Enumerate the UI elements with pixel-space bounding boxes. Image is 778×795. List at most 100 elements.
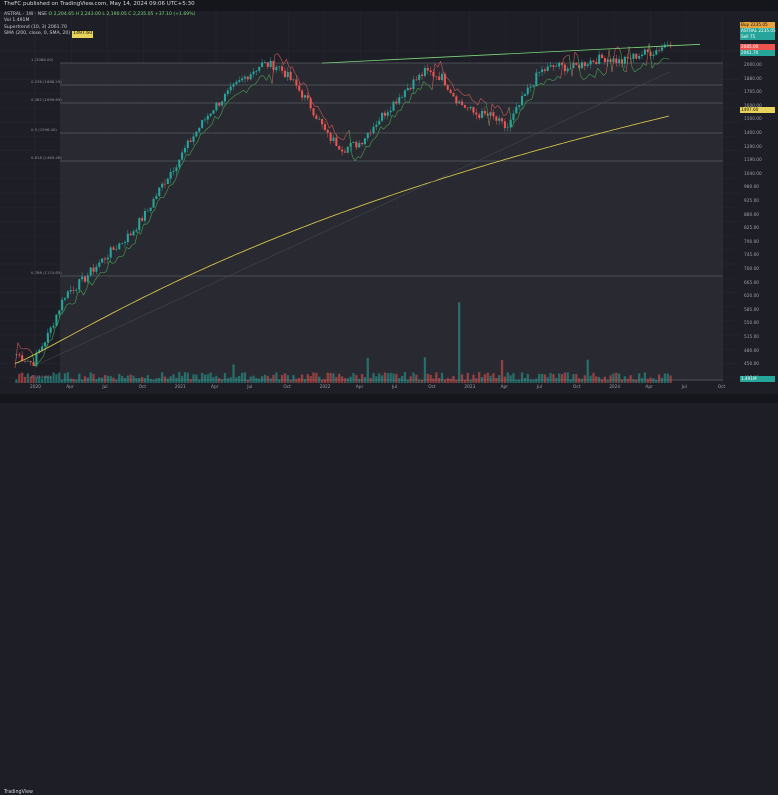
volume-bar [667, 374, 669, 383]
volume-bar [267, 376, 269, 383]
volume-bar [258, 379, 260, 383]
candle-body [332, 138, 334, 141]
volume-bar [198, 380, 200, 383]
time-tick-label: Jul [247, 385, 252, 390]
ohlc-values: O 2,204.65 H 2,243.00 L 2,190.05 C 2,235… [49, 12, 196, 17]
fib-label: 0.5 (1596.40) [31, 127, 57, 132]
volume-bar [250, 377, 252, 383]
volume-bar [564, 373, 566, 383]
candle-body [178, 160, 180, 168]
price-tick-label: 980.00 [744, 185, 759, 190]
candle-body [138, 218, 140, 230]
candle-body [107, 258, 109, 260]
price-tick-label: 700.00 [744, 267, 759, 272]
candle-body [644, 50, 646, 55]
volume-bar [607, 380, 609, 383]
candle-body [135, 230, 137, 231]
volume-bar [278, 379, 280, 383]
candle-body [412, 80, 414, 90]
volume-bar [581, 379, 583, 383]
fib-label: 0.236 (1868.29) [31, 79, 62, 84]
time-tick-label: Oct [283, 385, 290, 390]
candle-body [330, 133, 332, 141]
supertrend-line [15, 343, 18, 368]
volume-bar [141, 377, 143, 383]
supertrend-line [275, 54, 278, 55]
candle-body [98, 263, 100, 267]
volume-bar [21, 373, 23, 383]
volume-bar [27, 373, 29, 383]
candle-body [261, 62, 263, 67]
volume-bar [432, 378, 434, 383]
volume-bar [418, 379, 420, 383]
candle-body [632, 54, 634, 59]
candle-body [167, 179, 169, 184]
candle-body [667, 45, 669, 46]
candle-body [435, 76, 437, 77]
time-tick-label: Jul [392, 385, 397, 390]
volume-bar [164, 376, 166, 383]
candle-body [292, 79, 294, 80]
volume-bar [135, 378, 137, 383]
volume-bar [390, 373, 392, 383]
candle-body [158, 188, 160, 196]
candle-body [184, 148, 186, 152]
volume-bar [95, 379, 97, 383]
volume-bar [367, 358, 369, 383]
volume-bar [175, 378, 177, 383]
candle-body [538, 72, 540, 73]
candle-body [475, 113, 477, 115]
volume-bar [461, 374, 463, 383]
price-tick-label: 880.00 [744, 213, 759, 218]
candle-body [44, 342, 46, 346]
volume-bar [130, 375, 132, 383]
candle-body [230, 87, 232, 91]
candle-body [244, 77, 246, 79]
volume-bar [347, 378, 349, 383]
candle-body [18, 354, 20, 355]
volume-bar [184, 372, 186, 383]
candle-body [50, 328, 52, 333]
supertrend-line [278, 54, 281, 58]
volume-bar [535, 379, 537, 383]
candle-body [518, 105, 520, 107]
price-chart[interactable] [0, 11, 740, 390]
candle-body [210, 114, 212, 116]
candle-body [290, 72, 292, 80]
fib-label: 0 (414.00) [31, 374, 51, 379]
volume-bar [544, 374, 546, 383]
candle-body [164, 184, 166, 185]
candle-body [295, 79, 297, 85]
time-tick-label: Apr [66, 385, 73, 390]
candle-body [507, 127, 509, 128]
candle-body [64, 298, 66, 300]
volume-bar [295, 379, 297, 383]
volume-bar [341, 376, 343, 383]
candle-body [73, 290, 75, 291]
time-axis[interactable] [0, 384, 740, 392]
price-badge: 1497.60 [740, 107, 775, 113]
candle-body [535, 73, 537, 86]
volume-bar [232, 364, 234, 383]
candle-body [532, 85, 534, 86]
candle-body [452, 93, 454, 96]
candle-body [121, 243, 123, 244]
candle-body [584, 62, 586, 66]
legend-symbol[interactable]: ASTRAL · 1W · NSE O 2,204.65 H 2,243.00 … [4, 12, 195, 18]
candle-body [53, 326, 55, 328]
volume-bar [58, 373, 60, 383]
volume-bar [635, 379, 637, 383]
candle-body [93, 268, 95, 272]
candle-body [267, 62, 269, 67]
candle-body [75, 290, 77, 291]
candle-body [604, 58, 606, 62]
volume-bar [127, 376, 129, 383]
supertrend-line [575, 52, 578, 56]
time-tick-label: Apr [645, 385, 652, 390]
volume-bar [238, 376, 240, 383]
price-badge: 2061.70 [740, 50, 775, 56]
candle-body [504, 121, 506, 128]
candle-body [541, 70, 543, 73]
candle-body [227, 90, 229, 94]
legend-sma[interactable]: SMA (200, close, 0, SMA, 20)1497.60 [4, 31, 195, 37]
